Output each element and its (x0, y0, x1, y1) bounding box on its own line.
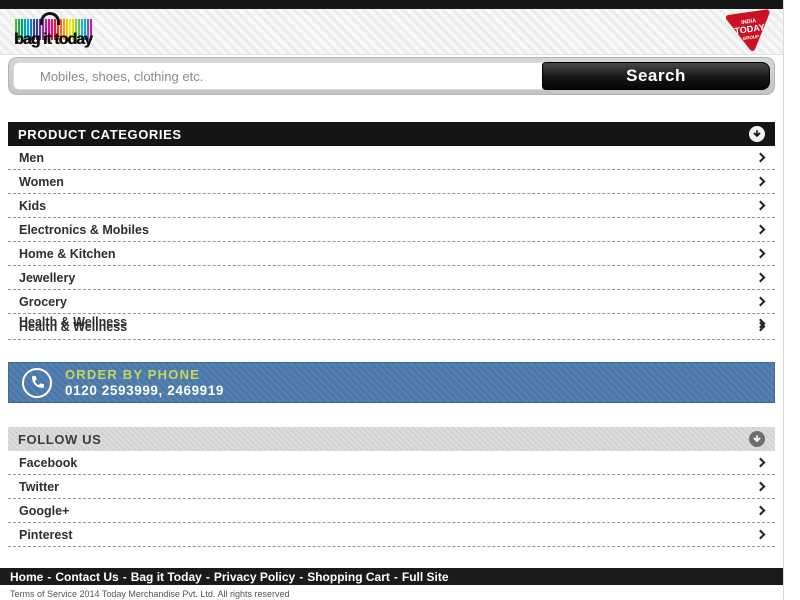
category-label: Electronics & Mobiles (19, 222, 149, 237)
footer-separator: - (393, 569, 398, 584)
right-chevron-icon (755, 200, 766, 211)
category-label-ghost: Health & Wellness (19, 314, 128, 329)
search-bar: Search (8, 57, 775, 95)
svg-text:INDIA: INDIA (741, 18, 757, 26)
social-label: Google+ (19, 503, 70, 518)
category-label: Grocery (19, 294, 67, 309)
order-by-phone-title: ORDER BY PHONE (65, 367, 201, 382)
right-chevron-icon (755, 318, 766, 332)
social-item-facebook[interactable]: Facebook (8, 451, 775, 475)
footer-link-shopping-cart[interactable]: Shopping Cart (307, 569, 390, 584)
category-item-men[interactable]: Men (8, 146, 775, 170)
top-black-strip (0, 0, 783, 9)
social-item-googleplus[interactable]: Google+ (8, 499, 775, 523)
svg-text:TODAY: TODAY (734, 22, 766, 36)
footer-separator: - (122, 569, 127, 584)
order-by-phone-numbers: 0120 2593999, 2469919 (65, 383, 224, 398)
category-label: Home & Kitchen (19, 246, 116, 261)
phone-icon (22, 367, 52, 398)
product-categories-title: PRODUCT CATEGORIES (18, 126, 182, 142)
site-header: bag it today INDIA TODAY GROUP (0, 9, 783, 55)
right-chevron-icon (755, 152, 766, 163)
search-button[interactable]: Search (542, 62, 770, 90)
category-label: Kids (19, 198, 47, 213)
right-chevron-icon (755, 272, 766, 283)
bag-it-today-logo[interactable]: bag it today (14, 12, 110, 54)
social-item-twitter[interactable]: Twitter (8, 475, 775, 499)
social-label: Facebook (19, 455, 78, 470)
follow-us-title: FOLLOW US (18, 431, 102, 447)
footer-link-bag-it-today[interactable]: Bag it Today (130, 569, 202, 584)
category-item-home-kitchen[interactable]: Home & Kitchen (8, 242, 775, 266)
footer-separator: - (299, 569, 304, 584)
right-chevron-icon (755, 505, 766, 516)
category-item-electronics-mobiles[interactable]: Electronics & Mobiles (8, 218, 775, 242)
barcode-logo-graphic (14, 19, 92, 40)
product-categories-section: PRODUCT CATEGORIES Men Women Kids Electr… (8, 122, 775, 340)
right-chevron-icon (755, 481, 766, 492)
right-chevron-icon (755, 248, 766, 259)
order-by-phone-text: ORDER BY PHONE 0120 2593999, 2469919 (65, 367, 224, 398)
social-label: Twitter (19, 479, 60, 494)
category-item-women[interactable]: Women (8, 170, 775, 194)
logo-wordmark: bag it today (14, 31, 93, 48)
category-label: Jewellery (19, 270, 76, 285)
social-item-pinterest[interactable]: Pinterest (8, 523, 775, 547)
category-item-jewellery[interactable]: Jewellery (8, 266, 775, 290)
follow-us-header: FOLLOW US (8, 427, 775, 451)
right-chevron-icon (755, 296, 766, 307)
footer-nav: Home - Contact Us - Bag it Today - Priva… (0, 568, 783, 585)
right-chevron-icon (755, 529, 766, 540)
category-item-grocery[interactable]: Grocery (8, 290, 775, 314)
collapse-down-arrow-icon[interactable] (749, 126, 765, 142)
order-by-phone-banner: ORDER BY PHONE 0120 2593999, 2469919 (8, 362, 775, 403)
category-item-kids[interactable]: Kids (8, 194, 775, 218)
collapse-down-arrow-icon[interactable] (749, 431, 765, 447)
right-chevron-icon (755, 176, 766, 187)
india-today-group-logo: INDIA TODAY GROUP (725, 9, 770, 51)
category-label: Health & Wellness (19, 319, 128, 334)
footer-link-contact-us[interactable]: Contact Us (55, 569, 119, 584)
footer-link-privacy-policy[interactable]: Privacy Policy (213, 569, 296, 584)
follow-us-section: FOLLOW US Facebook Twitter Google+ Pinte… (8, 427, 775, 547)
search-input[interactable] (13, 62, 542, 90)
product-categories-header: PRODUCT CATEGORIES (8, 122, 775, 146)
footer-link-home[interactable]: Home (10, 569, 44, 584)
footer-separator: - (47, 569, 52, 584)
right-chevron-icon (755, 457, 766, 468)
category-label: Women (19, 174, 64, 189)
terms-of-service-text: Terms of Service 2014 Today Merchandise … (10, 589, 290, 599)
svg-text:GROUP: GROUP (742, 34, 759, 41)
right-chevron-icon (755, 224, 766, 235)
category-label: Men (19, 150, 44, 165)
footer-link-full-site[interactable]: Full Site (401, 569, 449, 584)
social-label: Pinterest (19, 527, 73, 542)
footer-separator: - (205, 569, 210, 584)
category-item-health-wellness[interactable]: Health & Wellness Health & Wellness (8, 314, 775, 340)
bag-handle-icon (40, 12, 60, 25)
